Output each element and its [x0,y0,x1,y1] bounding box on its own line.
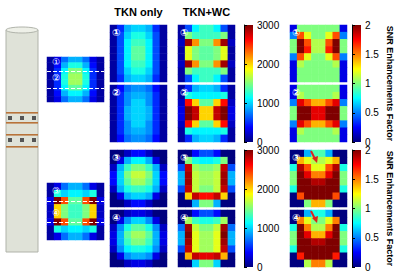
svg-text:④: ④ [52,208,60,218]
svg-text:SNR Enhancements Factor: SNR Enhancements Factor [385,151,395,267]
svg-text:TKN+WC: TKN+WC [183,6,230,18]
svg-text:1: 1 [365,78,371,89]
svg-text:①: ① [52,57,60,67]
svg-text:0.5: 0.5 [365,232,379,243]
svg-text:③: ③ [292,152,300,163]
svg-text:0: 0 [365,262,371,273]
svg-text:②: ② [292,87,300,98]
svg-text:③: ③ [180,152,188,163]
svg-text:③: ③ [52,186,60,196]
svg-text:①: ① [112,27,120,38]
svg-text:④: ④ [180,212,188,223]
svg-text:③: ③ [112,152,120,163]
svg-text:2000: 2000 [257,59,280,70]
svg-text:②: ② [52,73,60,83]
svg-text:2: 2 [365,20,371,31]
svg-text:0.5: 0.5 [365,107,379,118]
svg-text:0: 0 [257,136,263,148]
svg-text:①: ① [180,27,188,38]
svg-text:1000: 1000 [257,98,280,109]
svg-text:0: 0 [257,262,263,273]
svg-text:1.5: 1.5 [365,174,379,185]
svg-text:1.5: 1.5 [365,49,379,60]
svg-text:TKN only: TKN only [114,6,163,18]
svg-text:0: 0 [365,136,371,148]
svg-text:④: ④ [292,212,300,223]
svg-text:3000: 3000 [257,20,280,31]
svg-text:2: 2 [365,145,371,156]
svg-text:④: ④ [112,212,120,223]
svg-text:②: ② [112,87,120,98]
svg-text:2000: 2000 [257,184,280,195]
svg-text:1000: 1000 [257,223,280,234]
svg-text:①: ① [292,27,300,38]
svg-text:1: 1 [365,203,371,214]
svg-text:SNR Enhancements Factor: SNR Enhancements Factor [385,26,395,142]
svg-text:②: ② [180,87,188,98]
svg-text:3000: 3000 [257,145,280,156]
